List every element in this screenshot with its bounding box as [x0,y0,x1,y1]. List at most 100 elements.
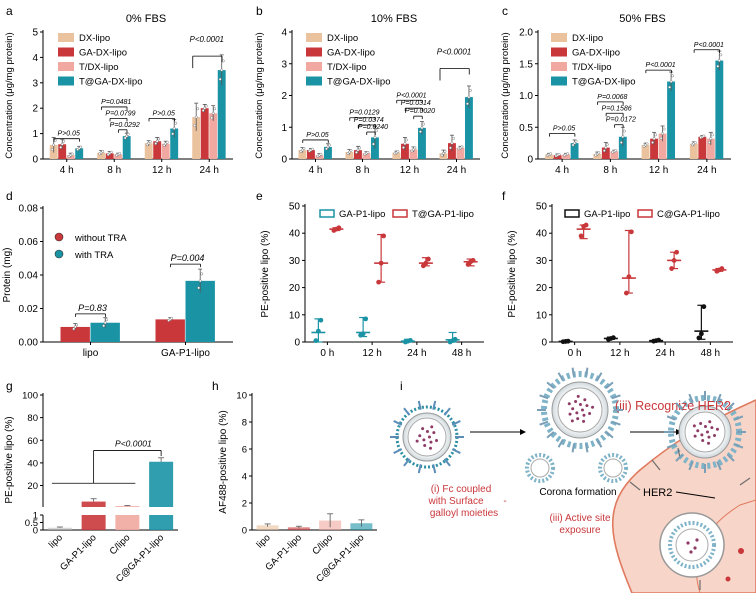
data-point [372,142,375,146]
her2-receptors [629,447,751,590]
bar [593,153,602,159]
drug-dot [583,398,587,402]
data-point [628,229,634,235]
x-tick-label: 24 h [655,348,674,359]
data-point [105,318,109,322]
legend-swatch [392,209,408,218]
legend-label: DX-lipo [79,33,110,44]
data-point [73,325,77,329]
data-point [557,152,561,156]
y-tick-label: 0 [541,338,547,349]
significance-label: P=0.0374 [354,117,384,124]
data-point [50,148,54,152]
surface-protein [688,461,694,471]
x-tick-label: 48 h [452,348,471,359]
x-tick-label: 8 h [107,165,121,176]
surface-protein [675,453,684,462]
data-point [623,290,629,296]
data-point [373,135,377,139]
legend-swatch [551,33,567,42]
data-point [707,141,711,144]
drug-dot [415,439,419,443]
bar [418,127,426,159]
chart-e: 0 10 20 30 40 50 PE-positive lipo (%) 0 h 12 h 24… [260,202,484,359]
data-point [201,109,205,112]
data-point [302,147,306,151]
legend-swatch [306,76,322,86]
surface-protein [605,381,614,389]
y-tick-label: 40 [536,229,548,240]
data-point [717,59,721,63]
data-point [171,132,175,136]
drug-dot [423,444,427,448]
drug-dot [580,408,584,412]
legend-swatch [54,232,64,242]
data-point [165,140,169,144]
drug-dot [585,404,589,408]
significance-label: P=0.0240 [358,124,388,131]
arrow-1 [470,429,526,435]
bar [209,113,218,159]
drug-dot [575,411,579,415]
y-tick-label: 80 [27,413,38,424]
y-tick-label: 40 [27,458,38,469]
data-point [210,116,214,120]
bar [465,97,473,159]
data-point [716,64,720,68]
drug-dot [705,430,709,434]
data-point [174,121,178,125]
data-point [659,136,663,140]
surface-protein [666,415,676,421]
legend-label: GA-DX-lipo [79,48,127,59]
legend-label: DX-lipo [327,33,358,44]
data-point [375,129,378,133]
data-point [619,141,623,144]
y-tick-label: 1 [281,123,287,134]
label-fc-1: (i) Fc coupled [431,484,492,495]
data-point [614,149,618,153]
drug-dot [708,420,712,424]
y-tick-label: 40 [289,229,301,240]
drug-dot [693,434,697,438]
y-axis-label: PE-positive lipo (%) [507,230,518,317]
data-point [440,153,444,157]
x-tick-label: 8 h [603,165,617,176]
data-point [571,143,575,147]
her2-pointer [675,491,716,499]
data-point [420,126,424,130]
data-point [605,143,609,146]
bar [570,143,579,159]
x-tick-label: 12 h [649,165,668,176]
data-point [356,148,360,152]
data-point [403,142,407,146]
data-point [103,321,107,325]
data-point [101,149,105,153]
legend-swatch [306,47,322,57]
drug-dot [427,435,431,439]
drug-dot [418,434,422,438]
x-tick-label: C/lipo [310,532,335,557]
surface-protein [584,443,589,453]
data-point [574,139,578,143]
drug-dot [422,438,426,442]
data-point [452,136,455,140]
significance-label: P=0.0314 [401,100,431,107]
surface-protein [716,461,722,471]
bar [90,322,120,342]
y-tick-label: 20 [536,283,548,294]
surface-protein [393,448,403,454]
data-point [218,77,222,81]
panel-letter-i: i [400,379,403,393]
legend-swatch [58,47,74,57]
data-point [378,260,384,266]
bar [562,154,571,159]
data-point [604,146,608,150]
data-point [211,111,215,115]
y-axis-label: PE-positive lipo (%) [4,416,15,503]
data-point [197,286,201,290]
data-point [118,152,122,156]
chart-c: 0 0.5 1.0 1.5 2.0 Concentration (μg/mg protei… [500,13,731,176]
drug-dot [434,438,438,442]
surface-protein [596,438,603,448]
lipo-corona [525,371,628,483]
